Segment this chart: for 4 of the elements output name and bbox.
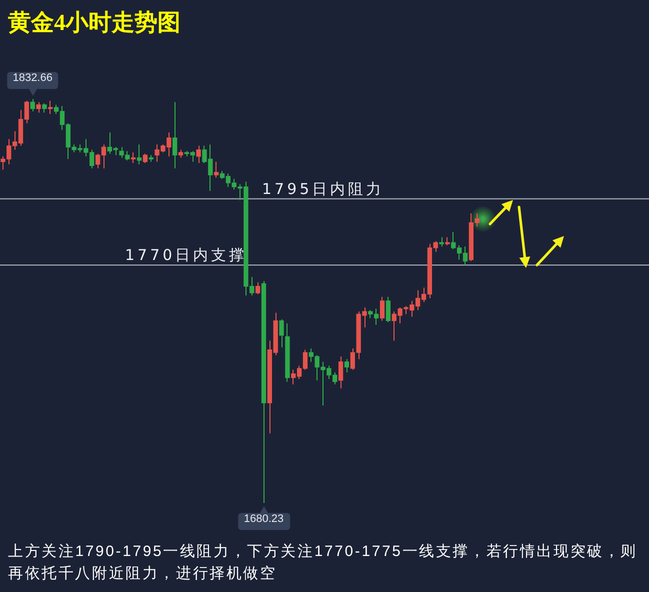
- ref-line-label: 1770日内支撑: [125, 246, 248, 264]
- text: 上方关注1790-1795一线阻力，下方关注1770-1775一线支撑，若行情出现突破，则再依托千八附近阻力，进行择机做空: [8, 542, 638, 584]
- chart-title: 黄金4小时走势图: [8, 9, 180, 37]
- ref-line-label: 1795日内阻力: [262, 180, 384, 198]
